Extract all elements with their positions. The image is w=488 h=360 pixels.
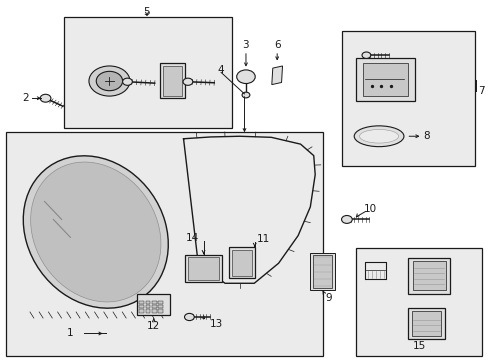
Bar: [139, 305, 144, 309]
Circle shape: [184, 314, 194, 320]
Bar: [355, 248, 482, 356]
Bar: [152, 301, 157, 304]
Circle shape: [96, 71, 122, 91]
Text: 8: 8: [423, 131, 429, 141]
Bar: [139, 310, 144, 313]
Circle shape: [236, 70, 255, 84]
Text: 14: 14: [185, 233, 199, 243]
Bar: [407, 258, 449, 294]
Bar: [145, 310, 150, 313]
Text: 10: 10: [363, 204, 376, 215]
Bar: [64, 17, 232, 128]
Bar: [162, 66, 182, 96]
Bar: [145, 301, 150, 304]
Bar: [158, 305, 163, 309]
Text: 7: 7: [477, 86, 484, 96]
Circle shape: [242, 92, 249, 98]
Circle shape: [341, 216, 351, 224]
Bar: [152, 305, 157, 309]
Text: 13: 13: [209, 319, 223, 329]
Ellipse shape: [353, 126, 403, 147]
Bar: [310, 253, 334, 291]
Text: 2: 2: [22, 93, 28, 103]
Bar: [313, 255, 331, 288]
Text: 5: 5: [143, 7, 150, 17]
Bar: [139, 301, 144, 304]
Bar: [159, 63, 184, 98]
Bar: [341, 31, 474, 166]
Text: 4: 4: [217, 64, 224, 75]
Bar: [145, 305, 150, 309]
Bar: [228, 247, 255, 278]
Bar: [412, 261, 445, 291]
Polygon shape: [271, 66, 282, 85]
Bar: [137, 294, 170, 315]
Text: 12: 12: [147, 321, 160, 331]
Text: 6: 6: [273, 40, 280, 50]
Circle shape: [89, 66, 130, 96]
Circle shape: [183, 78, 192, 85]
Bar: [5, 132, 322, 356]
Text: 1: 1: [67, 328, 74, 338]
Ellipse shape: [359, 130, 398, 143]
Text: 3: 3: [242, 40, 249, 50]
Bar: [362, 63, 407, 96]
Text: 11: 11: [256, 234, 269, 244]
Bar: [158, 310, 163, 313]
Bar: [184, 255, 222, 282]
Text: 9: 9: [325, 293, 331, 303]
Bar: [152, 310, 157, 313]
Circle shape: [122, 78, 132, 85]
Bar: [187, 257, 219, 280]
Bar: [158, 301, 163, 304]
Bar: [407, 308, 444, 338]
Bar: [231, 249, 252, 276]
Ellipse shape: [23, 156, 168, 308]
Bar: [355, 58, 414, 101]
Bar: [411, 311, 440, 336]
Ellipse shape: [31, 162, 161, 302]
Circle shape: [361, 52, 370, 58]
Circle shape: [40, 94, 51, 102]
Text: 15: 15: [411, 341, 425, 351]
